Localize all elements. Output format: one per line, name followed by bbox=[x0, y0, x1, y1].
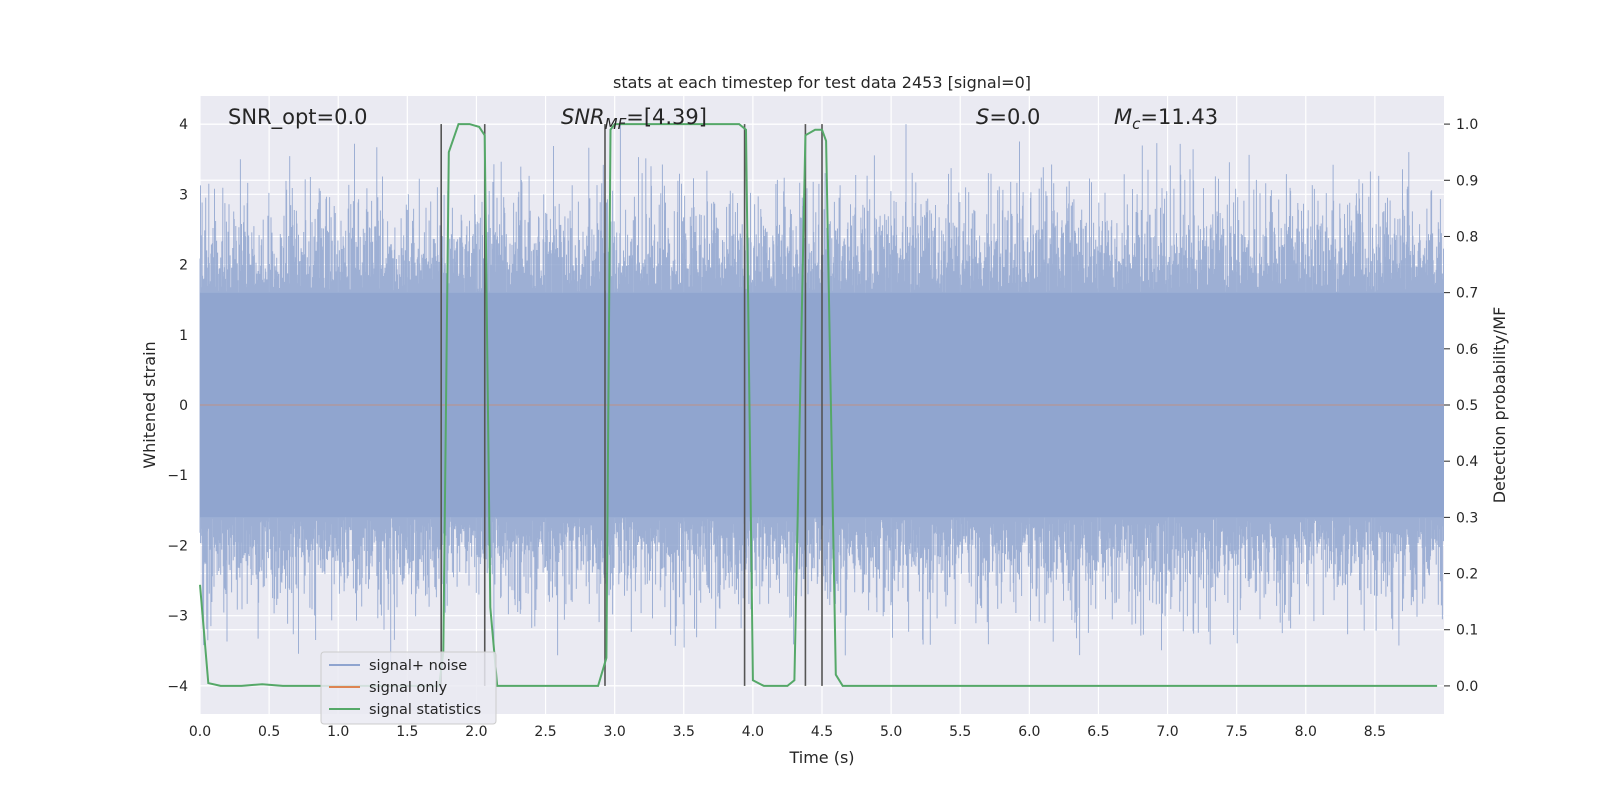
y2-tick-label: 0.0 bbox=[1456, 679, 1478, 695]
y2-axis-label: Detection probability/MF bbox=[1490, 307, 1509, 504]
x-tick-label: 5.5 bbox=[949, 724, 971, 740]
y2-tick-label: 0.9 bbox=[1456, 173, 1478, 189]
y2-tick-label: 0.6 bbox=[1456, 342, 1478, 358]
x-tick-label: 4.5 bbox=[811, 724, 833, 740]
y-tick-label: −3 bbox=[167, 609, 188, 625]
legend-label-noise: signal+ noise bbox=[369, 658, 467, 674]
y-tick-label: 2 bbox=[179, 258, 188, 274]
x-tick-labels: 0.0 0.5 1.0 1.5 2.0 2.5 3.0 3.5 4.0 4.5 5.0 5.5 6.0 6… bbox=[189, 724, 1386, 740]
annotation-snr-mf-main: SNR bbox=[561, 105, 605, 129]
legend-label-signal-only: signal only bbox=[369, 680, 448, 696]
y-tick-label: 3 bbox=[179, 187, 188, 203]
annotation-s-main: S bbox=[976, 105, 989, 129]
annotation-snr-mf-sub: MF bbox=[605, 115, 627, 133]
x-tick-label: 8.0 bbox=[1295, 724, 1317, 740]
annotation-snr-opt: SNR_opt=0.0 bbox=[228, 105, 368, 130]
x-tick-label: 4.0 bbox=[742, 724, 764, 740]
y-axis-label: Whitened strain bbox=[140, 341, 159, 468]
x-tick-label: 1.0 bbox=[327, 724, 349, 740]
series-signal-noise bbox=[199, 124, 1444, 665]
x-tick-label: 0.0 bbox=[189, 724, 211, 740]
annotation-mc: Mc=11.43 bbox=[1114, 105, 1218, 133]
y2-tick-label: 1.0 bbox=[1456, 117, 1478, 133]
annotation-snr-mf-value: =[4.39] bbox=[626, 105, 707, 129]
x-tick-label: 8.5 bbox=[1364, 724, 1386, 740]
y2-tick-label: 0.1 bbox=[1456, 623, 1478, 639]
legend-label-statistics: signal statistics bbox=[369, 702, 481, 718]
annotation-s-value: =0.0 bbox=[989, 105, 1040, 129]
legend-box bbox=[320, 651, 497, 725]
y-tick-label: 0 bbox=[179, 398, 188, 414]
y2-tick-label: 0.3 bbox=[1456, 510, 1478, 526]
annotation-mc-value: =11.43 bbox=[1140, 105, 1218, 129]
x-tick-label: 7.0 bbox=[1156, 724, 1178, 740]
y2-tick-label: 0.2 bbox=[1456, 567, 1478, 583]
x-tick-label: 5.0 bbox=[880, 724, 902, 740]
y2-tick-label: 0.7 bbox=[1456, 286, 1478, 302]
y-tick-label: −2 bbox=[167, 538, 188, 554]
y-tick-label: −4 bbox=[167, 679, 188, 695]
y-tick-labels: −4 −3 −2 −1 0 1 2 3 4 bbox=[167, 117, 188, 695]
y-tick-label: −1 bbox=[167, 468, 188, 484]
chart-title: stats at each timestep for test data 245… bbox=[613, 73, 1031, 92]
annotation-mc-main: M bbox=[1114, 105, 1132, 129]
x-tick-label: 2.5 bbox=[534, 724, 556, 740]
x-tick-label: 3.0 bbox=[604, 724, 626, 740]
y-tick-label: 1 bbox=[179, 328, 188, 344]
y2-tick-label: 0.5 bbox=[1456, 398, 1478, 414]
y2-tick-labels: 0.0 0.1 0.2 0.3 0.4 0.5 0.6 0.7 0.8 0.9 1.0 bbox=[1444, 117, 1478, 695]
y2-tick-label: 0.4 bbox=[1456, 454, 1478, 470]
x-tick-label: 3.5 bbox=[673, 724, 695, 740]
x-tick-label: 6.0 bbox=[1018, 724, 1040, 740]
x-tick-label: 7.5 bbox=[1226, 724, 1248, 740]
x-tick-label: 2.0 bbox=[465, 724, 487, 740]
x-tick-label: 6.5 bbox=[1087, 724, 1109, 740]
x-tick-label: 0.5 bbox=[258, 724, 280, 740]
x-axis-label: Time (s) bbox=[788, 748, 854, 767]
y-tick-label: 4 bbox=[179, 117, 188, 133]
annotation-mc-sub: c bbox=[1132, 115, 1141, 133]
y2-tick-label: 0.8 bbox=[1456, 229, 1478, 245]
annotation-s: S=0.0 bbox=[976, 105, 1040, 129]
x-tick-label: 1.5 bbox=[396, 724, 418, 740]
annotation-snr-mf: SNRMF=[4.39] bbox=[561, 105, 707, 133]
legend: signal+ noise signal only signal statist… bbox=[320, 651, 497, 725]
